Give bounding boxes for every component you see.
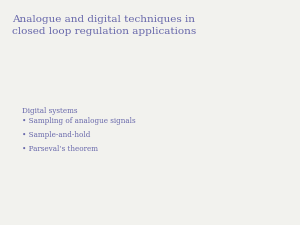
Text: • Sample-and-hold: • Sample-and-hold (22, 131, 90, 139)
Text: • Parseval’s theorem: • Parseval’s theorem (22, 145, 98, 153)
Text: Digital systems: Digital systems (22, 107, 77, 115)
Text: • Sampling of analogue signals: • Sampling of analogue signals (22, 117, 136, 125)
Text: Analogue and digital techniques in
closed loop regulation applications: Analogue and digital techniques in close… (12, 15, 196, 36)
